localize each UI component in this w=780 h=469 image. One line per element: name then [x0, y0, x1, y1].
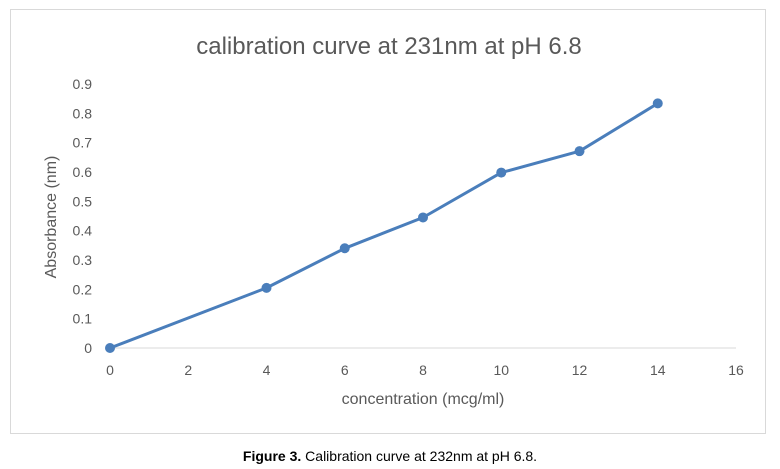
data-point: [261, 282, 272, 293]
x-tick-label: 10: [493, 362, 509, 378]
x-tick-label: 6: [341, 362, 349, 378]
y-tick-label: 0: [84, 340, 92, 356]
data-points: [105, 98, 663, 353]
y-axis-label: Absorbance (nm): [43, 156, 60, 279]
figure-caption: Figure 3. Calibration curve at 232nm at …: [0, 448, 780, 464]
figure-caption-label: Figure 3.: [242, 448, 302, 464]
y-tick-label: 0.6: [73, 164, 93, 180]
x-tick-label: 16: [728, 362, 744, 378]
x-tick-label: 12: [572, 362, 588, 378]
x-tick-label: 2: [184, 362, 192, 378]
data-point: [652, 98, 663, 109]
y-tick-label: 0.4: [73, 223, 93, 239]
y-tick-label: 0.1: [73, 311, 93, 327]
y-tick-label: 0.2: [73, 281, 93, 297]
data-point: [574, 146, 585, 157]
figure-caption-text: Calibration curve at 232nm at pH 6.8.: [301, 448, 538, 464]
x-axis-ticks: 0 2 4 6 8 10 12 14 16: [106, 362, 744, 378]
y-tick-label: 0.7: [73, 135, 93, 151]
x-tick-label: 4: [263, 362, 271, 378]
data-point: [418, 212, 428, 223]
series-line: [109, 102, 659, 350]
x-tick-label: 0: [106, 362, 114, 378]
y-tick-label: 0.3: [73, 252, 93, 268]
chart-frame: [10, 9, 766, 434]
x-tick-label: 14: [650, 362, 666, 378]
y-tick-label: 0.8: [73, 105, 93, 121]
y-tick-label: 0.9: [73, 76, 93, 92]
x-tick-label: 8: [419, 362, 427, 378]
chart-title: calibration curve at 231nm at pH 6.8: [196, 33, 582, 60]
y-tick-label: 0.5: [73, 193, 93, 209]
data-point: [105, 343, 115, 353]
x-axis-label: concentration (mcg/ml): [342, 391, 505, 408]
data-point: [339, 243, 350, 254]
y-axis-ticks: 0 0.1 0.2 0.3 0.4 0.5 0.6 0.7 0.8 0.9: [73, 76, 93, 356]
data-point: [496, 167, 507, 178]
